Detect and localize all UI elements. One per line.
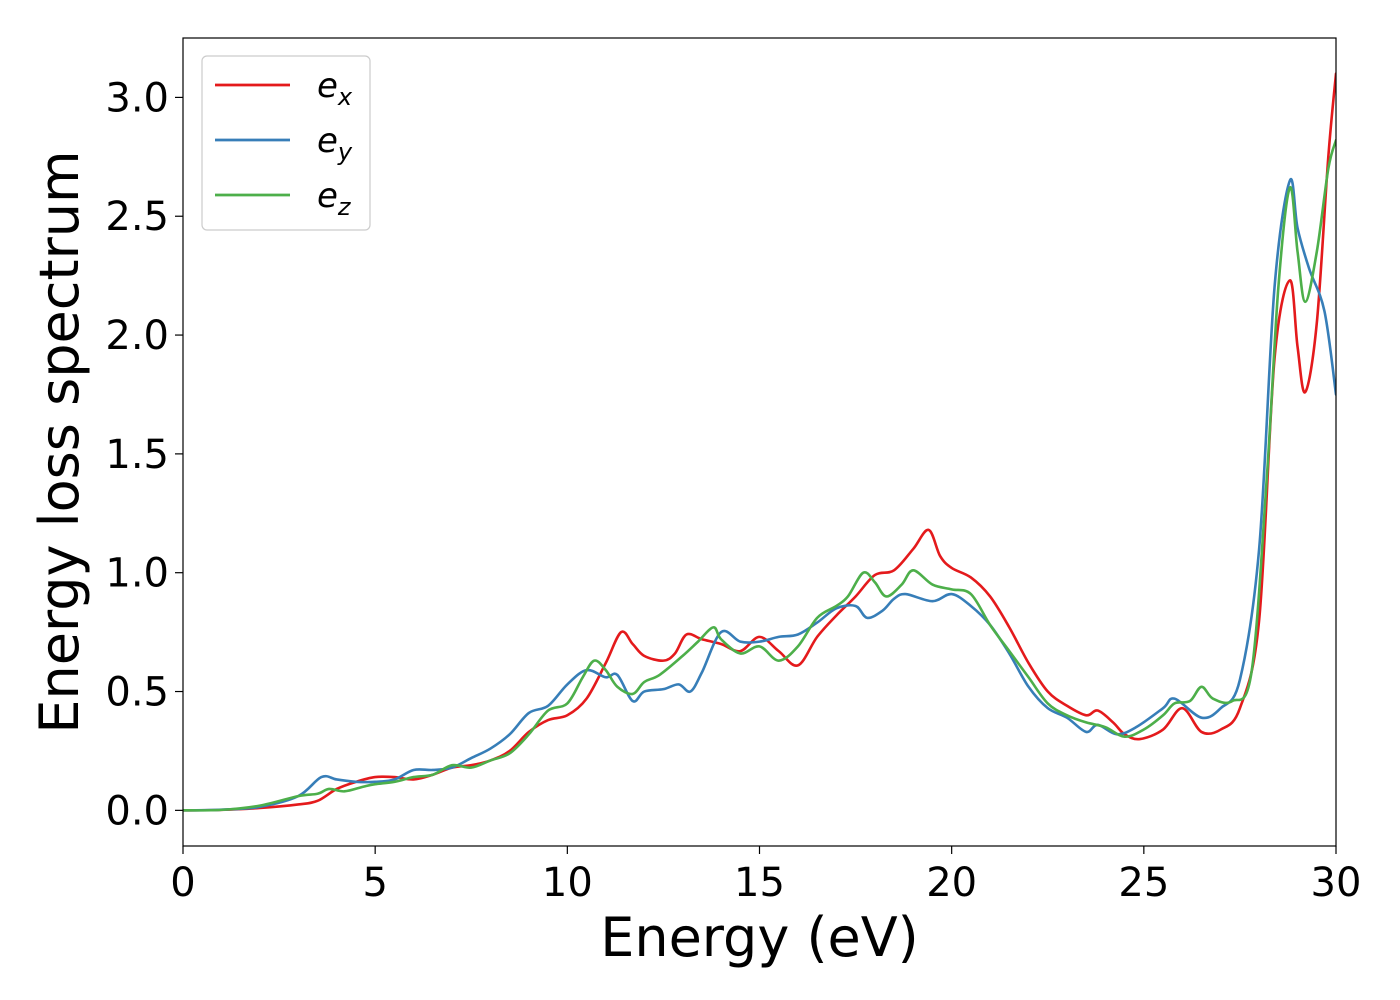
y-axis-title: Energy loss spectrum: [28, 150, 91, 733]
x-tick-label: 15: [734, 860, 785, 906]
x-tick-label: 0: [170, 860, 195, 906]
series-line-ez: [183, 138, 1336, 812]
legend: ex ey ez: [201, 55, 371, 231]
y-tick-label: 0.0: [105, 788, 169, 834]
y-tick-label: 1.5: [105, 432, 169, 478]
series-layer: [183, 72, 1336, 812]
x-tick-label: 5: [362, 860, 387, 906]
x-tick-label: 25: [1118, 860, 1169, 906]
plot-area: [182, 37, 1337, 847]
legend-label-ez: ez: [317, 176, 352, 221]
x-axis: 0 5 10 15 20 25 30: [170, 846, 1361, 906]
x-axis-title: Energy (eV): [600, 906, 919, 969]
legend-label-ex: ex: [317, 66, 353, 111]
y-tick-label: 2.5: [105, 194, 169, 240]
x-tick-label: 30: [1311, 860, 1362, 906]
y-tick-label: 2.0: [105, 313, 169, 359]
y-tick-label: 0.5: [105, 670, 169, 716]
x-tick-label: 20: [926, 860, 977, 906]
x-tick-label: 10: [542, 860, 593, 906]
y-axis: 0.0 0.5 1.0 1.5 2.0 2.5 3.0: [105, 75, 183, 834]
y-tick-label: 3.0: [105, 75, 169, 121]
legend-box: [201, 55, 371, 231]
legend-label-ey: ey: [317, 121, 353, 166]
y-tick-label: 1.0: [105, 551, 169, 597]
